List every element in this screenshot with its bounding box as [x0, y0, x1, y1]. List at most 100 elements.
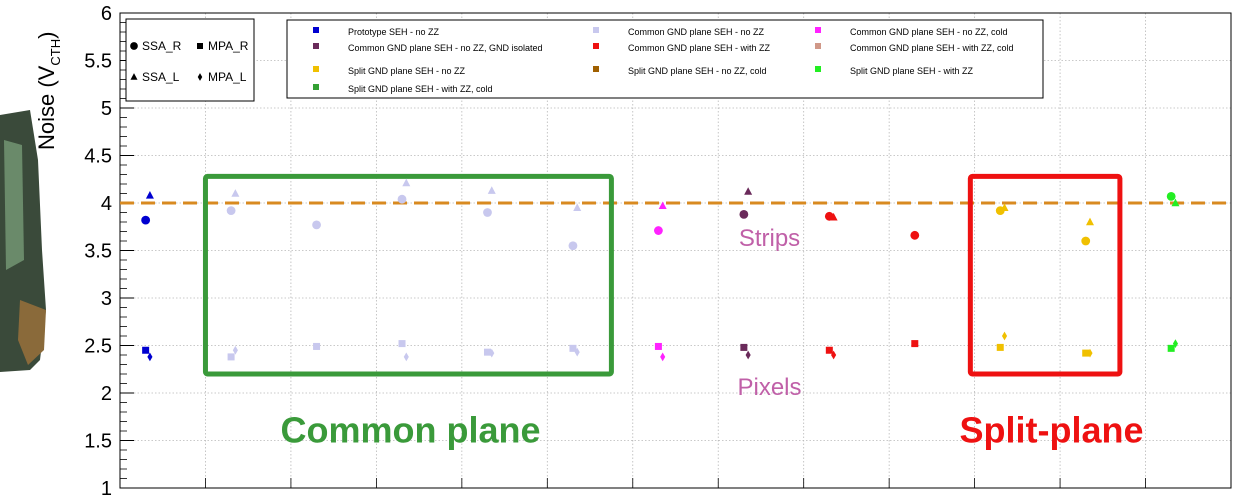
marker-legend-label: MPA_R [208, 39, 249, 53]
data-point-triangle [487, 186, 496, 194]
marker-legend-label: SSA_L [142, 70, 180, 84]
series-legend-box [286, 19, 1044, 99]
data-point-triangle [1085, 217, 1094, 226]
strips-label: Strips [739, 225, 800, 252]
data-point-diamond [232, 345, 238, 355]
common-plane-box [202, 173, 614, 377]
legend-marker-circle [130, 42, 138, 50]
series-legend-label: Split GND plane SEH - with ZZ [850, 66, 974, 76]
region-boxes [202, 173, 1123, 377]
y-tick-label: 6 [101, 3, 112, 25]
legend-marker-triangle [130, 73, 138, 80]
data-point-square [398, 340, 406, 348]
data-point-triangle [1000, 203, 1009, 211]
split-plane-label: Split-plane [960, 409, 1144, 450]
series-legend-swatch [313, 66, 319, 72]
series-legend: Prototype SEH - no ZZ Common GND plane SE… [286, 19, 1044, 99]
common-plane-label: Common plane [281, 409, 541, 450]
series-legend-label: Split GND plane SEH - no ZZ, cold [628, 66, 767, 76]
series-legend-swatch [815, 66, 821, 72]
series-legend-swatch [593, 27, 599, 33]
y-axis-label: Noise (VCTH) [34, 32, 63, 150]
series-legend-swatch [815, 27, 821, 33]
series-legend-swatch [815, 43, 821, 49]
series-legend-label: Common GND plane SEH - no ZZ [628, 27, 765, 37]
data-point-circle [226, 206, 236, 216]
data-point-diamond [147, 352, 153, 362]
data-point-diamond [660, 352, 666, 362]
data-point-square [313, 342, 321, 350]
series-legend-label: Common GND plane SEH - no ZZ, cold [850, 27, 1008, 37]
data-point-square [142, 346, 150, 354]
y-tick-label: 5 [101, 98, 112, 120]
data-point-diamond [1172, 339, 1179, 348]
photo-chip [4, 140, 24, 270]
data-point-circle [397, 194, 407, 204]
y-tick-label: 2.5 [84, 336, 112, 358]
y-tick-label: 2 [101, 383, 112, 405]
data-point-square [483, 348, 491, 356]
data-point-diamond [403, 352, 409, 362]
pixels-label: Pixels [737, 374, 801, 401]
data-point-square [911, 340, 919, 348]
data-points [141, 178, 1180, 362]
data-point-triangle [829, 212, 838, 221]
marker-legend-box [125, 18, 255, 102]
y-tick-label: 5.5 [84, 51, 112, 73]
marker-legend: SSA_R MPA_R SSA_L MPA_L [125, 18, 255, 102]
data-point-square [1082, 349, 1090, 357]
marker-legend-label: SSA_R [142, 39, 182, 53]
marker-legend-label: MPA_L [208, 70, 247, 84]
data-point-triangle [658, 201, 667, 210]
data-point-circle [1081, 236, 1091, 246]
data-point-square [227, 353, 235, 361]
data-point-square [1167, 344, 1175, 352]
data-point-triangle [145, 191, 154, 199]
y-tick-label: 4.5 [84, 146, 112, 168]
data-point-diamond [745, 350, 751, 360]
data-point-circle [654, 226, 663, 235]
grid [120, 13, 1231, 488]
data-point-diamond [489, 348, 495, 358]
data-point-triangle [402, 178, 411, 187]
data-point-circle [483, 208, 492, 217]
y-tick-labels: 1 1.5 2 2.5 3 3.5 4 4.5 5 5.5 6 [84, 3, 112, 499]
data-point-triangle [1171, 198, 1180, 207]
data-point-square [740, 343, 748, 351]
y-tick-label: 3.5 [84, 241, 112, 263]
device-photo-fragment [0, 100, 50, 400]
data-point-diamond [831, 350, 837, 360]
series-legend-swatch [313, 27, 319, 33]
series-legend-label: Common GND plane SEH - with ZZ [628, 43, 771, 53]
data-point-diamond [1001, 331, 1008, 341]
data-point-square [996, 343, 1004, 351]
data-point-circle [910, 230, 920, 240]
data-point-circle [141, 215, 151, 225]
y-tick-label: 3 [101, 288, 112, 310]
annotations: Strips Pixels Common plane Split-plane [281, 225, 1144, 451]
legend-marker-diamond [197, 73, 203, 81]
data-point-square [825, 346, 833, 354]
series-legend-label: Split GND plane SEH - with ZZ, cold [348, 84, 493, 94]
y-tick-label: 1 [101, 478, 112, 499]
series-legend-label: Split GND plane SEH - no ZZ [348, 66, 466, 76]
photo-connector [18, 300, 46, 365]
data-point-square [569, 344, 577, 352]
data-point-triangle [573, 203, 582, 211]
series-legend-swatch [593, 66, 599, 72]
data-point-circle [739, 210, 749, 219]
series-legend-swatch [313, 43, 319, 49]
series-legend-label: Common GND plane SEH - no ZZ, GND isolat… [348, 43, 543, 53]
data-point-circle [1166, 191, 1176, 201]
data-point-triangle [231, 189, 240, 197]
data-point-diamond [1087, 348, 1093, 358]
series-legend-swatch [593, 43, 599, 49]
data-point-circle [568, 241, 578, 251]
series-legend-label: Common GND plane SEH - with ZZ, cold [850, 43, 1014, 53]
legend-marker-square [197, 43, 203, 49]
y-tick-label: 1.5 [84, 431, 112, 453]
data-point-diamond [574, 347, 580, 357]
data-point-triangle [744, 187, 753, 195]
data-point-circle [312, 220, 321, 230]
